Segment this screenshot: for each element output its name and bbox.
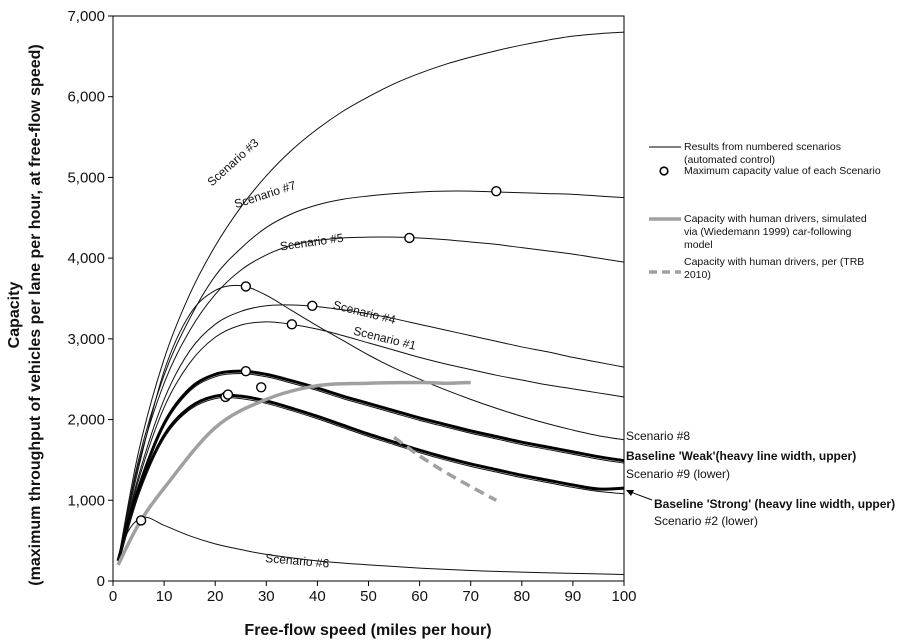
side-label-s2: Scenario #2 (lower) [654, 514, 758, 528]
y-tick-label: 7,000 [67, 8, 105, 25]
x-tick-label: 100 [611, 588, 636, 605]
max-capacity-point [404, 232, 415, 244]
series-line-human_trb [393, 435, 498, 502]
side-label-s9: Scenario #9 (lower) [626, 467, 730, 481]
side-labels: Scenario #8 Baseline 'Weak'(heavy line wi… [626, 429, 895, 528]
series-label-s7: Scenario #7 [232, 178, 298, 211]
series-label-s4: Scenario #4 [332, 298, 398, 327]
y-tick-label: 4,000 [67, 250, 105, 267]
legend-text-line: via (Wiedemann 1999) car-following [684, 226, 852, 238]
side-label-s8: Scenario #8 [626, 429, 690, 443]
x-tick-label: 40 [309, 588, 326, 605]
max-capacity-point [307, 300, 318, 311]
legend: Results from numbered scenarios(automate… [649, 141, 881, 281]
y-tick-label: 2,000 [67, 412, 105, 429]
x-tick-label: 0 [109, 588, 117, 605]
series-line-s4 [117, 304, 625, 561]
x-tick-label: 30 [258, 588, 275, 605]
side-label-strong: Baseline 'Strong' (heavy line width, upp… [654, 497, 895, 511]
legend-item: Results from numbered scenarios(automate… [649, 141, 841, 166]
x-tick-label: 80 [513, 588, 530, 605]
max-capacity-point [240, 281, 252, 292]
max-capacity-point [222, 389, 234, 400]
max-capacity-point [135, 515, 147, 526]
legend-text-line: Results from numbered scenarios [684, 141, 841, 153]
x-tick-label: 10 [156, 588, 173, 605]
series-line-s5 [117, 236, 625, 561]
series-line-s6 [117, 516, 625, 576]
max-capacity-point [286, 319, 298, 330]
series-label-s6: Scenario #6 [265, 551, 330, 571]
strong-pointer-arrowhead [626, 490, 634, 496]
x-tick-label: 20 [207, 588, 224, 605]
plot-frame [112, 15, 625, 582]
y-tick-label: 6,000 [67, 89, 105, 106]
legend-text-line: model [684, 239, 713, 251]
legend-text-line: Capacity with human drivers, per (TRB [684, 256, 864, 268]
series-line-s3 [117, 31, 625, 561]
series-line-strong [116, 393, 625, 562]
legend-text-line: (automated control) [684, 154, 775, 166]
y-tick-label: 1,000 [67, 492, 105, 509]
y-axis-title: Capacity [6, 282, 23, 349]
max-capacity-point [240, 365, 252, 377]
legend-item: Capacity with human drivers, per (TRB201… [649, 256, 864, 281]
series-line-s1 [117, 321, 625, 561]
legend-text-line: 2010) [684, 269, 711, 281]
series-line-s9 [117, 373, 625, 561]
legend-text-line: Capacity with human drivers, simulated [684, 213, 867, 225]
series-line-human_sim [116, 380, 471, 566]
max-capacity-point [255, 382, 267, 393]
side-label-weak: Baseline 'Weak'(heavy line width, upper) [626, 449, 856, 463]
y-tick-label: 5,000 [67, 169, 105, 186]
series-line-s7 [117, 190, 625, 561]
series-line-weak [116, 369, 625, 562]
chart-axes: 0 10 20 30 40 50 60 70 80 90 100 0 1,000 2,000 3,000 4,… [67, 8, 636, 605]
legend-text-line: Maximum capacity value of each Scenario [684, 165, 881, 177]
series-label-s1: Scenario #1 [352, 324, 418, 353]
y-tick-label: 3,000 [67, 331, 105, 348]
legend-item: Maximum capacity value of each Scenario [659, 165, 881, 177]
legend-item: Capacity with human drivers, simulatedvi… [649, 213, 867, 251]
x-tick-label: 70 [462, 588, 479, 605]
legend-circle-symbol [659, 166, 669, 176]
series-line-s8 [117, 284, 625, 561]
chart-curves [116, 31, 625, 576]
x-axis-title: Free-flow speed (miles per hour) [244, 622, 491, 639]
y-tick-label: 0 [97, 573, 105, 590]
max-capacity-point [491, 185, 502, 197]
y-axis-subtitle: (maximum throughput of vehicles per lane… [27, 44, 44, 585]
series-label-s5: Scenario #5 [279, 231, 345, 254]
max-capacity-markers [135, 185, 502, 526]
series-line-s2 [117, 397, 625, 561]
series-label-s3: Scenario #3 [204, 136, 261, 189]
x-tick-label: 60 [411, 588, 428, 605]
x-tick-label: 50 [360, 588, 377, 605]
x-tick-label: 90 [565, 588, 582, 605]
